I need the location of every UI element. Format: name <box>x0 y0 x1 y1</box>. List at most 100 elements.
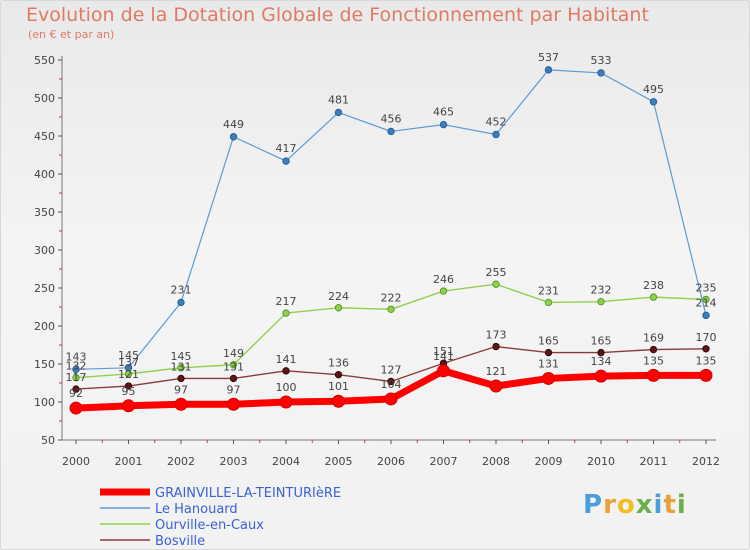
series-grainville-la-teinturi-re <box>69 364 713 415</box>
data-point <box>282 157 290 165</box>
data-point <box>544 66 553 74</box>
x-tick-label: 2010 <box>587 455 615 468</box>
data-label: 465 <box>433 106 454 119</box>
data-label: 135 <box>643 354 664 367</box>
data-label: 231 <box>538 284 559 297</box>
data-point <box>387 377 395 386</box>
data-label: 173 <box>486 329 507 342</box>
data-label: 456 <box>381 112 402 125</box>
x-tick-label: 2003 <box>220 455 248 468</box>
data-label: 232 <box>591 284 612 297</box>
data-point <box>177 364 185 372</box>
y-tick-label: 450 <box>34 130 55 143</box>
data-point <box>229 133 238 141</box>
data-point <box>492 280 500 288</box>
data-label: 214 <box>696 296 717 309</box>
data-label: 95 <box>122 385 136 398</box>
data-point <box>702 311 710 320</box>
series-bosville <box>72 342 710 393</box>
data-label: 449 <box>223 118 244 131</box>
legend-label: Ourville-en-Caux <box>155 518 264 533</box>
data-label: 151 <box>433 345 454 358</box>
data-point <box>492 130 500 139</box>
data-label: 135 <box>696 354 717 367</box>
data-point <box>174 397 188 411</box>
data-label: 224 <box>328 290 349 303</box>
legend-item: GRAINVILLE-LA-TEINTURIèRE <box>100 486 341 501</box>
data-point <box>124 382 133 390</box>
proxiti-logo: Proxiti <box>583 490 687 520</box>
data-label: 246 <box>433 273 454 286</box>
data-point <box>384 392 398 406</box>
x-tick-label: 2011 <box>640 455 668 468</box>
data-point <box>177 298 185 307</box>
data-label: 134 <box>591 355 612 368</box>
data-label: 255 <box>486 266 507 279</box>
data-point <box>72 365 80 374</box>
data-point <box>69 401 83 415</box>
data-label: 141 <box>433 350 454 363</box>
data-label: 165 <box>591 335 612 348</box>
x-tick-label: 2012 <box>692 455 720 468</box>
chart-subtitle: (en € et par an) <box>28 28 115 41</box>
x-tick-label: 2007 <box>430 455 458 468</box>
data-label: 131 <box>538 357 559 370</box>
data-point <box>702 345 710 353</box>
data-point <box>594 369 608 383</box>
data-point <box>439 120 448 129</box>
data-label: 137 <box>118 356 139 369</box>
data-point <box>699 368 713 382</box>
logo-letter: o <box>616 490 636 520</box>
data-label: 92 <box>69 387 83 400</box>
legend-label: Le Hanouard <box>155 502 238 517</box>
data-label: 131 <box>223 360 244 373</box>
data-label: 149 <box>223 347 244 360</box>
y-tick-label: 50 <box>41 434 55 447</box>
data-point <box>542 371 555 385</box>
data-point <box>649 293 658 301</box>
y-tick-label: 150 <box>34 358 55 371</box>
data-label: 117 <box>66 371 87 384</box>
logo-letter: x <box>635 490 654 520</box>
y-tick-label: 500 <box>34 92 55 105</box>
x-tick-label: 2009 <box>535 455 563 468</box>
y-tick-label: 100 <box>34 396 55 409</box>
x-tick-label: 2002 <box>167 455 195 468</box>
data-label: 235 <box>696 281 717 294</box>
data-label: 127 <box>381 363 402 376</box>
data-label: 495 <box>643 83 664 96</box>
data-label: 533 <box>591 54 612 67</box>
data-label: 143 <box>66 350 87 363</box>
data-label: 537 <box>538 51 559 64</box>
data-label: 131 <box>171 360 192 373</box>
data-label: 145 <box>118 349 139 362</box>
data-label: 121 <box>118 368 139 381</box>
data-point <box>649 345 658 354</box>
data-point <box>387 305 395 313</box>
x-tick-label: 2005 <box>325 455 353 468</box>
data-point <box>279 395 293 409</box>
data-label: 222 <box>381 291 402 304</box>
y-tick-label: 250 <box>34 282 55 295</box>
data-label: 132 <box>66 360 87 373</box>
data-label: 165 <box>538 335 559 348</box>
data-point <box>282 309 290 317</box>
data-point <box>702 295 710 304</box>
data-label: 231 <box>171 283 192 296</box>
chart-title: Evolution de la Dotation Globale de Fonc… <box>26 4 649 26</box>
legend-label: GRAINVILLE-LA-TEINTURIèRE <box>155 486 341 501</box>
logo-letter: i <box>653 490 664 520</box>
y-tick-label: 350 <box>34 206 55 219</box>
data-point <box>647 368 660 382</box>
y-tick-label: 200 <box>34 320 55 333</box>
series-ourville-en-caux <box>72 280 710 382</box>
data-label: 217 <box>276 295 297 308</box>
data-label: 169 <box>643 332 664 345</box>
data-point <box>334 370 343 379</box>
y-tick-label: 400 <box>34 168 55 181</box>
data-label: 104 <box>381 378 402 391</box>
data-point <box>492 342 500 351</box>
data-point <box>229 374 238 383</box>
data-label: 170 <box>696 331 717 344</box>
